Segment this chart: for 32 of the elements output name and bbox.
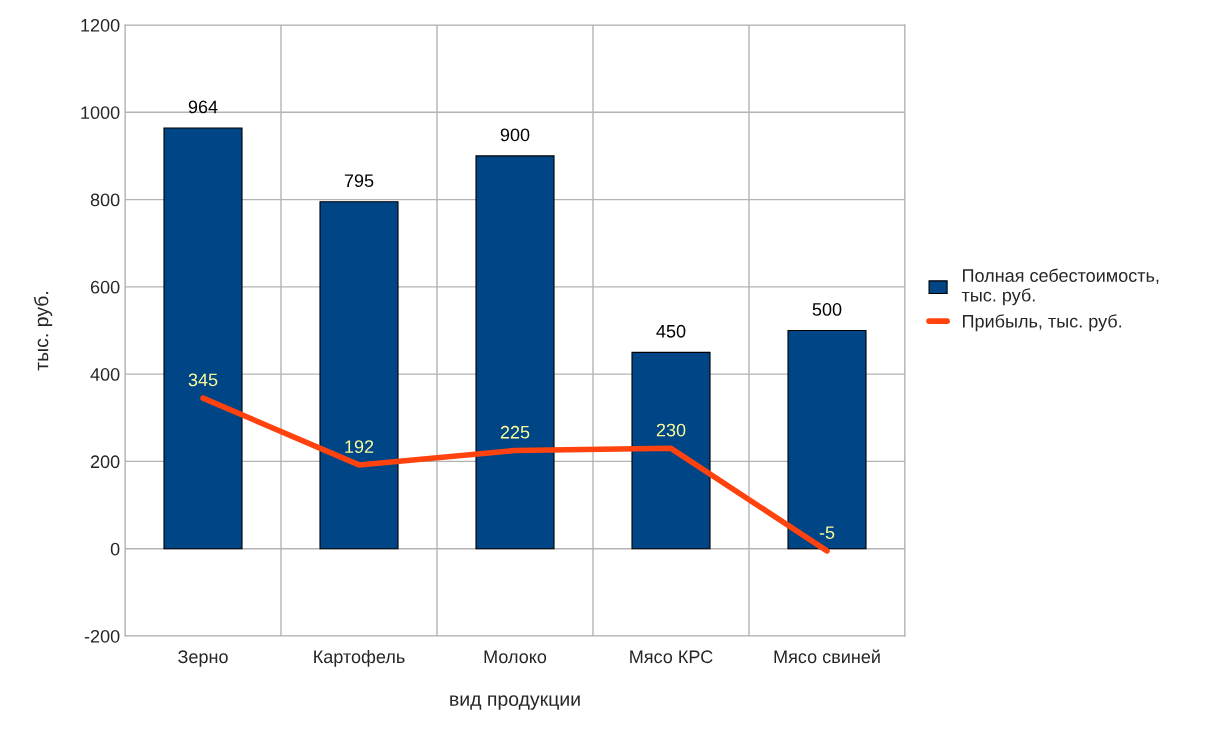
y-tick-label: 0 xyxy=(110,542,120,556)
bar xyxy=(475,155,555,550)
y-axis-title: тыс. руб. xyxy=(33,292,53,371)
data-label: 192 xyxy=(345,440,374,454)
data-label: 900 xyxy=(500,128,530,142)
bar xyxy=(163,127,243,550)
x-tick-label: Зерно xyxy=(178,650,228,667)
data-label: 500 xyxy=(812,303,842,316)
y-tick-label: 600 xyxy=(90,280,120,294)
data-label: 964 xyxy=(188,100,218,114)
y-tick-label: 200 xyxy=(90,455,120,469)
x-tick-label: Мясо КРС xyxy=(630,650,713,664)
data-label: 450 xyxy=(656,324,686,338)
data-label: 795 xyxy=(344,174,374,188)
bar xyxy=(787,329,867,550)
x-tick-label: Молоко xyxy=(484,650,547,664)
legend-label: Прибыль, тыс. руб. xyxy=(963,314,1122,332)
x-axis-title: вид продукции xyxy=(450,695,580,710)
data-label: 345 xyxy=(188,373,218,387)
data-label: 230 xyxy=(656,423,686,437)
legend-label: Полная себестоимость, тыс. руб. xyxy=(961,268,1159,306)
x-tick-label: Мясо свиней xyxy=(774,649,880,664)
y-tick-label: 400 xyxy=(90,368,120,381)
y-tick-label: 1200 xyxy=(81,18,120,32)
y-tick-label: -200 xyxy=(84,629,120,643)
bar xyxy=(631,351,711,550)
bar xyxy=(319,201,399,550)
x-tick-label: Картофель xyxy=(314,649,405,667)
y-tick-label: 1000 xyxy=(81,106,120,120)
data-label: 225 xyxy=(500,425,530,439)
data-label: -5 xyxy=(819,526,835,539)
y-tick-label: 800 xyxy=(90,193,120,207)
